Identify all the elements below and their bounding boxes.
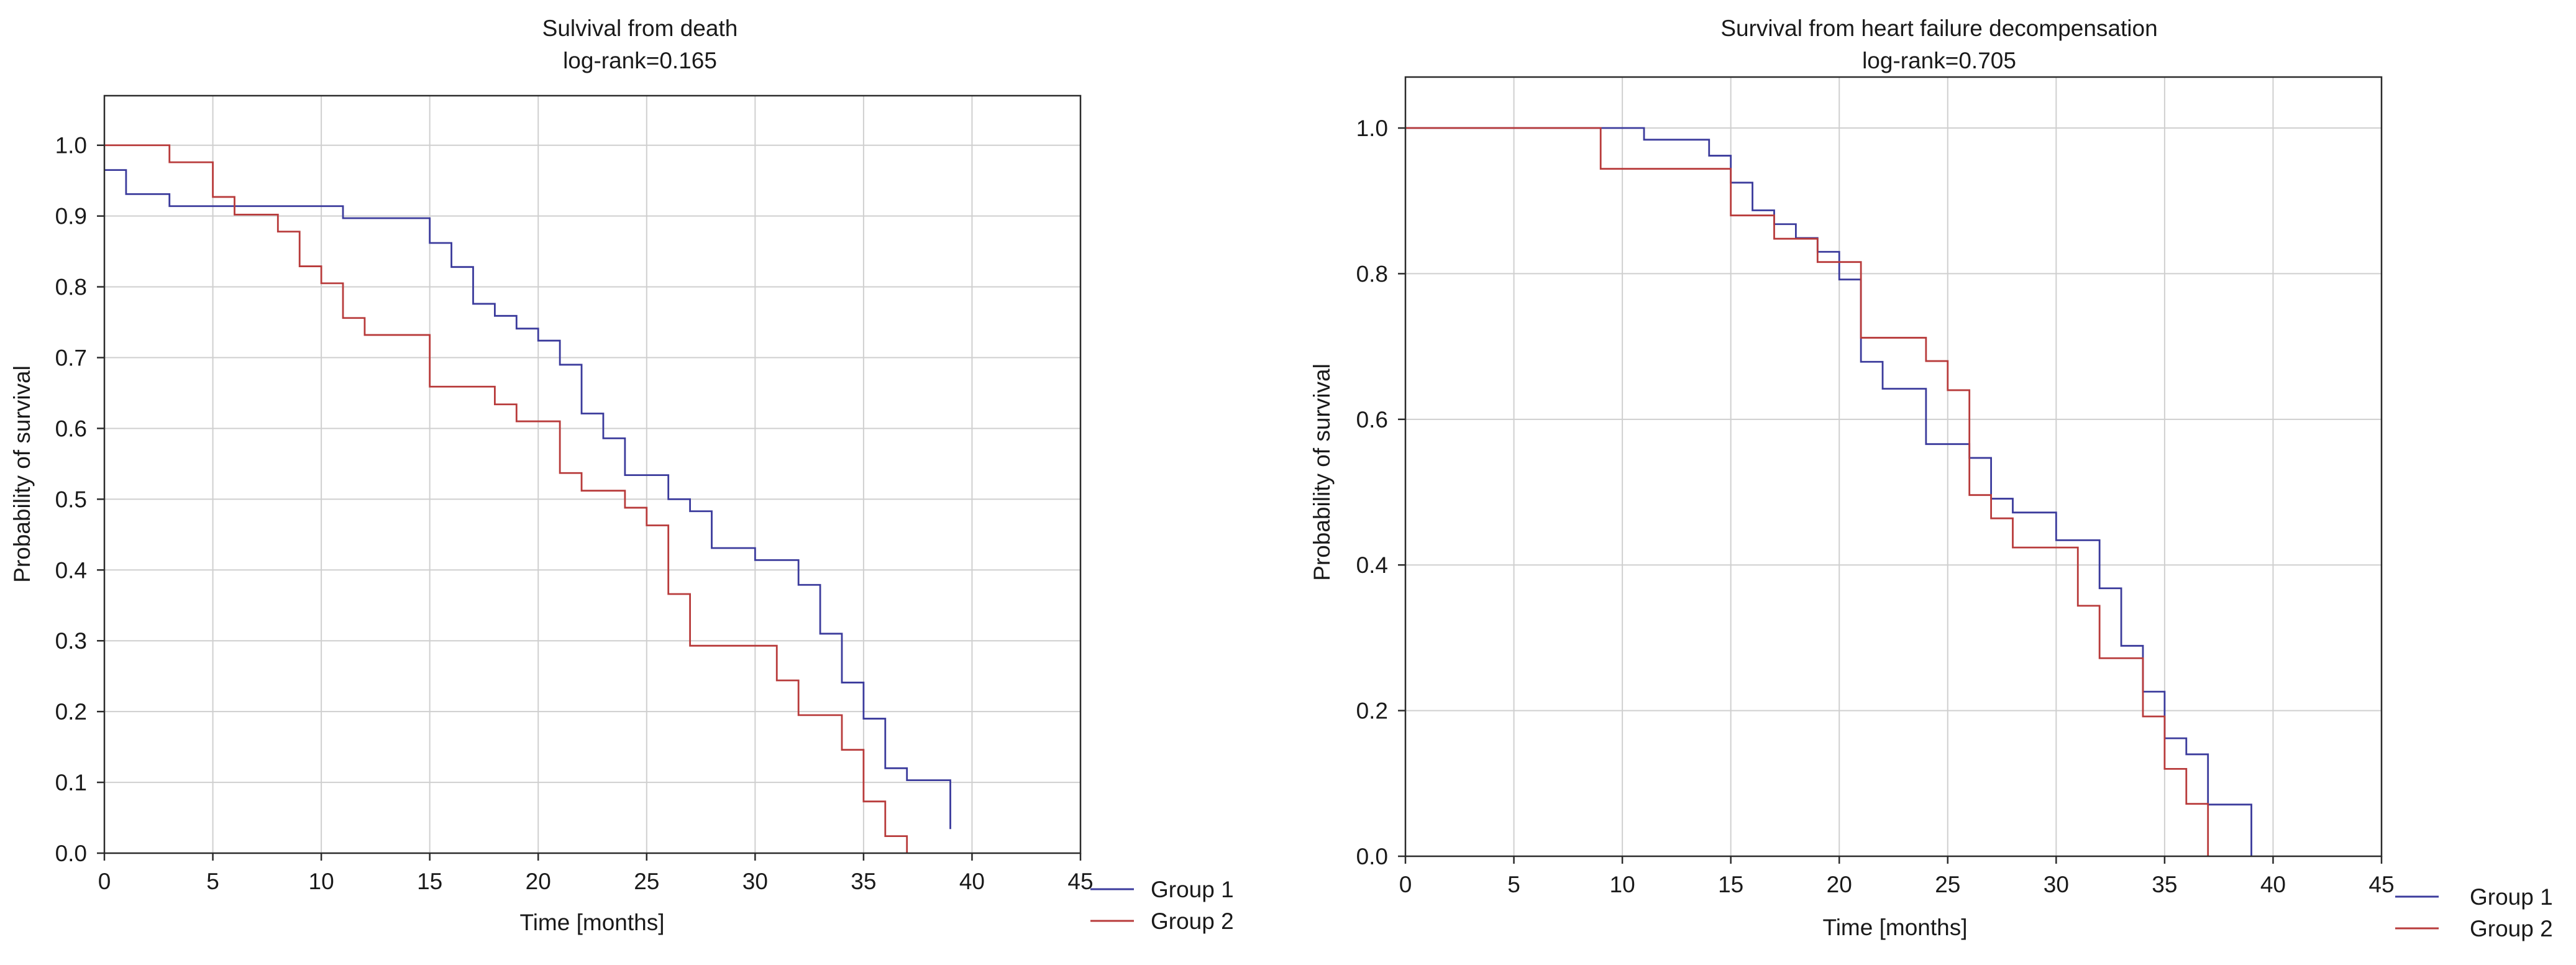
y-tick-label: 1.0 bbox=[55, 133, 87, 158]
ticks: 0 5 10 15 20 25 30 35 40 45 0.0 0.1 0.2 0.3 0.4 0.5 0.6 0… bbox=[55, 133, 1094, 894]
y-tick-label: 0.3 bbox=[55, 628, 87, 654]
x-tick-label: 0 bbox=[98, 869, 111, 894]
x-tick-label: 10 bbox=[1610, 872, 1635, 897]
x-tick-label: 25 bbox=[1935, 872, 1960, 897]
x-tick-label: 10 bbox=[309, 869, 334, 894]
series-line-group-1 bbox=[1405, 127, 2252, 856]
x-tick-label: 45 bbox=[1067, 869, 1093, 894]
x-tick-label: 15 bbox=[417, 869, 442, 894]
y-tick-label: 0.4 bbox=[55, 557, 87, 583]
y-tick-label: 0.0 bbox=[55, 841, 87, 866]
y-tick-label: 0.8 bbox=[55, 275, 87, 300]
x-tick-label: 40 bbox=[959, 869, 985, 894]
y-tick-label: 0.5 bbox=[55, 487, 87, 512]
x-tick-label: 20 bbox=[1827, 872, 1852, 897]
x-tick-label: 0 bbox=[1399, 872, 1412, 897]
series-line-group-1 bbox=[104, 169, 951, 830]
plot-frame bbox=[103, 94, 1082, 854]
grid bbox=[104, 96, 1080, 853]
y-tick-label: 0.2 bbox=[55, 699, 87, 725]
x-axis-label: Time [months] bbox=[1822, 915, 1967, 940]
legend-label-group-2: Group 2 bbox=[1151, 908, 1234, 934]
x-tick-label: 5 bbox=[1507, 872, 1520, 897]
x-tick-label: 35 bbox=[2152, 872, 2177, 897]
y-axis-label: Probability of survival bbox=[9, 365, 35, 583]
y-tick-label: 0.0 bbox=[1356, 844, 1388, 869]
plot-frame bbox=[1404, 76, 2383, 858]
series-layer bbox=[104, 144, 951, 853]
x-tick-label: 45 bbox=[2368, 872, 2394, 897]
y-tick-label: 0.4 bbox=[1356, 552, 1388, 578]
chart-subtitle: log-rank=0.165 bbox=[563, 48, 717, 73]
grid bbox=[1405, 77, 2382, 856]
y-tick-label: 0.6 bbox=[1356, 407, 1388, 432]
y-axis-label: Probability of survival bbox=[1309, 364, 1335, 581]
x-tick-label: 5 bbox=[206, 869, 219, 894]
chart-survival-from-hf-decompensation: Survival from heart failure decompensati… bbox=[1309, 16, 2553, 941]
chart-title: Survival from heart failure decompensati… bbox=[1720, 16, 2157, 41]
x-tick-label: 35 bbox=[851, 869, 876, 894]
legend-label-group-1: Group 1 bbox=[1151, 877, 1234, 902]
legend: Group 1 Group 2 bbox=[2395, 884, 2553, 941]
chart-survival-from-death: Sulvival from death log-rank=0.165 0 5 10 1… bbox=[9, 16, 1234, 935]
x-tick-label: 30 bbox=[742, 869, 768, 894]
y-tick-label: 0.9 bbox=[55, 204, 87, 229]
y-tick-label: 0.2 bbox=[1356, 698, 1388, 724]
chart-title: Sulvival from death bbox=[542, 16, 738, 41]
legend-label-group-1: Group 1 bbox=[2470, 884, 2553, 910]
y-tick-label: 0.8 bbox=[1356, 261, 1388, 286]
x-tick-label: 15 bbox=[1718, 872, 1743, 897]
y-tick-label: 0.1 bbox=[55, 770, 87, 795]
y-tick-label: 0.6 bbox=[55, 416, 87, 441]
legend-label-group-2: Group 2 bbox=[2470, 916, 2553, 941]
series-line-group-2 bbox=[104, 144, 908, 853]
x-tick-label: 30 bbox=[2044, 872, 2069, 897]
legend: Group 1 Group 2 bbox=[1090, 877, 1234, 934]
chart-subtitle: log-rank=0.705 bbox=[1862, 48, 2016, 73]
ticks: 0 5 10 15 20 25 30 35 40 45 0.0 0.2 0.4 0.6 0.8 1.0 bbox=[1356, 116, 2395, 897]
y-tick-label: 1.0 bbox=[1356, 116, 1388, 141]
x-tick-label: 20 bbox=[526, 869, 551, 894]
x-axis-label: Time [months] bbox=[519, 910, 664, 935]
series-layer bbox=[1405, 127, 2252, 856]
y-tick-label: 0.7 bbox=[55, 345, 87, 371]
series-line-group-2 bbox=[1405, 127, 2209, 856]
x-tick-label: 40 bbox=[2260, 872, 2286, 897]
x-tick-label: 25 bbox=[634, 869, 659, 894]
